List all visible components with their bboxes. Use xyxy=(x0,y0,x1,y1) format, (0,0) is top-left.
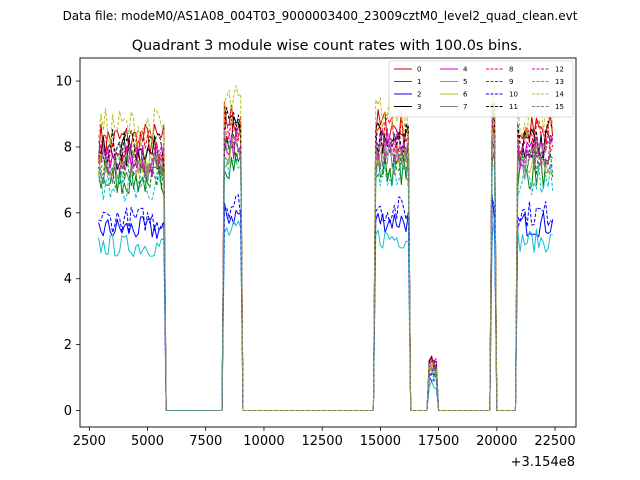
y-tick-label: 2 xyxy=(64,338,72,353)
legend-label-10: 10 xyxy=(509,91,518,99)
x-tick-label: 20000 xyxy=(476,434,517,449)
x-tick-label: 22500 xyxy=(534,434,575,449)
x-tick-label: 15000 xyxy=(360,434,401,449)
legend-label-9: 9 xyxy=(509,78,513,86)
legend-label-0: 0 xyxy=(417,66,421,74)
x-axis: 2500 5000 7500 10000 12500 15000 17500 20000 225… xyxy=(73,427,576,449)
axes-frame xyxy=(79,57,577,428)
y-tick-label: 8 xyxy=(64,140,72,155)
x-tick-label: 17500 xyxy=(418,434,459,449)
x-tick-label: 10000 xyxy=(243,434,284,449)
y-tick-label: 6 xyxy=(64,206,72,221)
series-line-15 xyxy=(98,131,554,412)
legend-label-4: 4 xyxy=(463,66,468,74)
legend-label-8: 8 xyxy=(509,66,513,74)
legend-label-14: 14 xyxy=(555,91,564,99)
legend-label-3: 3 xyxy=(417,103,421,111)
legend-label-5: 5 xyxy=(463,78,467,86)
y-tick-label: 10 xyxy=(55,75,72,90)
y-tick-label: 4 xyxy=(64,272,72,287)
legend-label-12: 12 xyxy=(555,66,564,74)
x-tick-label: 12500 xyxy=(301,434,342,449)
y-axis: 0 2 4 6 8 10 xyxy=(55,75,80,419)
legend-label-13: 13 xyxy=(555,78,564,86)
legend-label-11: 11 xyxy=(509,103,518,111)
legend-label-6: 6 xyxy=(463,91,468,99)
y-tick-label: 0 xyxy=(64,404,72,419)
x-tick-label: 7500 xyxy=(189,434,222,449)
legend-label-1: 1 xyxy=(417,78,421,86)
x-tick-label: 5000 xyxy=(131,434,164,449)
x-offset-label: +3.154e8 xyxy=(511,455,575,470)
x-tick-label: 2500 xyxy=(73,434,106,449)
legend-label-15: 15 xyxy=(555,103,564,111)
figure-suptitle: Data file: modeM0/AS1A08_004T03_90000034… xyxy=(63,9,578,23)
legend-label-7: 7 xyxy=(463,103,467,111)
legend-label-2: 2 xyxy=(417,91,421,99)
chart-title: Quadrant 3 module wise count rates with … xyxy=(132,38,523,54)
legend-box xyxy=(388,60,574,118)
series-layer xyxy=(98,83,554,412)
